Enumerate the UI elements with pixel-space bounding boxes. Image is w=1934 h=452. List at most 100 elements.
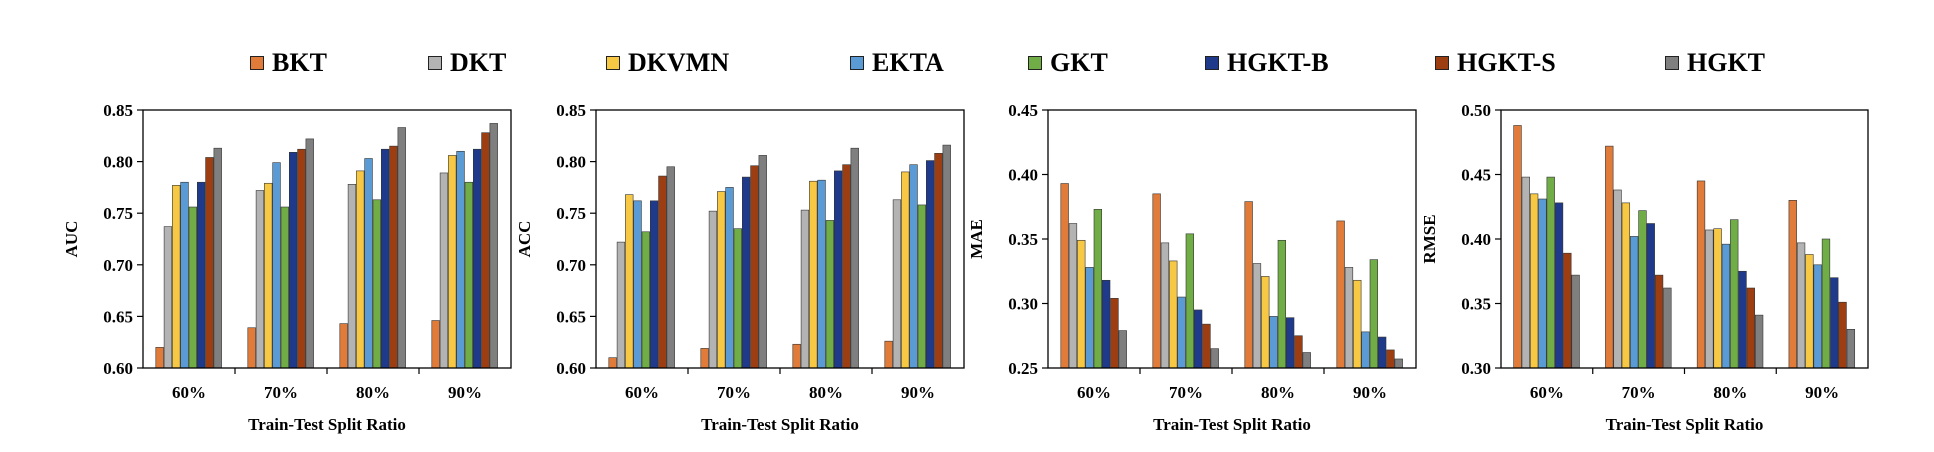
bar-dkvmn-90 bbox=[1353, 279, 1362, 369]
bar-ekta-60 bbox=[180, 181, 189, 369]
bar-hgkt-60 bbox=[666, 166, 675, 369]
bar-dkt-90 bbox=[1344, 267, 1354, 369]
bar-hgkt-b-70 bbox=[741, 176, 751, 369]
y-tick-label: 0.85 bbox=[556, 101, 586, 120]
bar-hgkt-80 bbox=[1302, 352, 1311, 369]
bar-dkvmn-90 bbox=[448, 155, 457, 369]
bar-dkt-80 bbox=[800, 209, 810, 369]
x-tick-label: 70% bbox=[717, 383, 751, 402]
bar-hgkt-80 bbox=[397, 127, 406, 369]
chart-acc: 0.60 0.65 0.70 0.75 0.80 0.85 60% 70% 80% 90% Trai… bbox=[515, 101, 965, 434]
legend-label: BKT bbox=[272, 48, 327, 77]
bar-bkt-70 bbox=[1152, 193, 1161, 369]
bar-dkt-70 bbox=[1160, 242, 1170, 369]
bar-gkt-80 bbox=[825, 220, 834, 369]
y-tick-label: 0.60 bbox=[103, 359, 133, 378]
bar-dkvmn-90 bbox=[901, 171, 910, 369]
y-tick-label: 0.75 bbox=[103, 204, 133, 223]
bar-ekta-60 bbox=[1538, 198, 1547, 369]
x-tick-label: 90% bbox=[1805, 383, 1839, 402]
bar-hgkt-s-60 bbox=[1110, 298, 1119, 369]
bar-bkt-90 bbox=[1788, 200, 1797, 369]
x-tick-label: 60% bbox=[172, 383, 206, 402]
bar-hgkt-b-80 bbox=[833, 170, 843, 369]
y-tick-label: 0.35 bbox=[1461, 295, 1491, 314]
bar-bkt-60 bbox=[608, 357, 617, 369]
legend-item-dkvmn: DKVMN bbox=[606, 48, 729, 78]
bar-hgkt-s-80 bbox=[1294, 335, 1303, 369]
bar-ekta-70 bbox=[272, 162, 281, 369]
bar-ekta-80 bbox=[364, 158, 373, 369]
bar-hgkt-s-80 bbox=[1746, 287, 1755, 369]
bar-hgkt-b-70 bbox=[1194, 309, 1203, 369]
legend-swatch bbox=[250, 56, 264, 70]
bar-ekta-90 bbox=[909, 164, 918, 369]
bar-dkvmn-70 bbox=[264, 182, 273, 369]
bar-gkt-90 bbox=[917, 204, 926, 369]
bar-bkt-70 bbox=[247, 327, 256, 369]
x-axis-title: Train-Test Split Ratio bbox=[1153, 415, 1311, 434]
x-tick-label: 70% bbox=[264, 383, 298, 402]
y-tick-label: 0.80 bbox=[103, 153, 133, 172]
bar-hgkt-60 bbox=[1118, 330, 1127, 369]
x-tick-label: 70% bbox=[1622, 383, 1656, 402]
legend-item-dkt: DKT bbox=[428, 48, 506, 78]
bar-hgkt-60 bbox=[213, 147, 222, 369]
bar-gkt-90 bbox=[1369, 259, 1378, 369]
bar-dkt-90 bbox=[1796, 242, 1806, 369]
bar-gkt-70 bbox=[280, 206, 289, 369]
y-tick-label: 0.45 bbox=[1008, 101, 1038, 120]
x-axis-title: Train-Test Split Ratio bbox=[1606, 415, 1764, 434]
legend-swatch bbox=[1028, 56, 1042, 70]
bar-hgkt-b-60 bbox=[197, 181, 206, 369]
bar-ekta-90 bbox=[456, 150, 465, 369]
bar-gkt-80 bbox=[372, 199, 381, 369]
bar-hgkt-s-70 bbox=[1202, 323, 1211, 369]
legend-swatch bbox=[606, 56, 620, 70]
x-tick-label: 80% bbox=[809, 383, 843, 402]
legend-label: HGKT-S bbox=[1457, 48, 1556, 77]
bar-bkt-70 bbox=[700, 348, 709, 369]
y-tick-label: 0.45 bbox=[1461, 166, 1491, 185]
y-tick-label: 0.40 bbox=[1008, 166, 1038, 185]
y-axis-title: MAE bbox=[967, 219, 986, 259]
bar-hgkt-s-90 bbox=[1838, 301, 1847, 369]
legend-swatch bbox=[1205, 56, 1219, 70]
bar-gkt-70 bbox=[733, 228, 742, 369]
bar-hgkt-60 bbox=[1571, 274, 1580, 369]
y-tick-label: 0.25 bbox=[1008, 359, 1038, 378]
x-tick-label: 60% bbox=[625, 383, 659, 402]
bar-ekta-90 bbox=[1813, 264, 1822, 369]
bar-hgkt-80 bbox=[850, 147, 859, 369]
bar-bkt-90 bbox=[1336, 220, 1345, 369]
bar-bkt-60 bbox=[155, 347, 164, 369]
chart-rmse: 0.30 0.35 0.40 0.45 0.50 60% 70% 80% 90% Train-Te… bbox=[1420, 101, 1869, 434]
bar-hgkt-90 bbox=[1394, 358, 1403, 369]
bar-dkt-60 bbox=[1521, 176, 1530, 369]
bar-hgkt-b-60 bbox=[1554, 202, 1564, 369]
bar-hgkt-70 bbox=[758, 155, 767, 369]
bar-dkvmn-70 bbox=[1169, 260, 1178, 369]
bar-dkt-60 bbox=[163, 226, 173, 369]
bar-hgkt-s-70 bbox=[1654, 274, 1664, 369]
bar-dkvmn-60 bbox=[625, 194, 634, 369]
bar-gkt-60 bbox=[641, 231, 650, 369]
bar-bkt-70 bbox=[1605, 145, 1614, 369]
bar-hgkt-b-90 bbox=[1378, 336, 1387, 369]
bar-hgkt-s-70 bbox=[297, 148, 306, 369]
legend-label: HGKT bbox=[1687, 48, 1766, 77]
legend-swatch bbox=[1435, 56, 1449, 70]
bar-dkt-60 bbox=[616, 241, 626, 369]
bar-hgkt-s-70 bbox=[750, 165, 759, 369]
bar-ekta-80 bbox=[817, 179, 826, 369]
bar-dkvmn-80 bbox=[356, 170, 365, 369]
bar-bkt-60 bbox=[1060, 183, 1069, 369]
x-tick-label: 90% bbox=[448, 383, 482, 402]
bar-ekta-90 bbox=[1361, 331, 1370, 369]
bar-ekta-70 bbox=[1630, 236, 1639, 369]
bar-bkt-80 bbox=[792, 343, 801, 369]
chart-legend: BKT DKT DKVMN EKTA GKT HGKT-B HGKT-S HGKT bbox=[250, 48, 1810, 88]
y-tick-label: 0.50 bbox=[1461, 101, 1491, 120]
legend-label: GKT bbox=[1050, 48, 1108, 77]
bar-gkt-90 bbox=[464, 181, 473, 369]
